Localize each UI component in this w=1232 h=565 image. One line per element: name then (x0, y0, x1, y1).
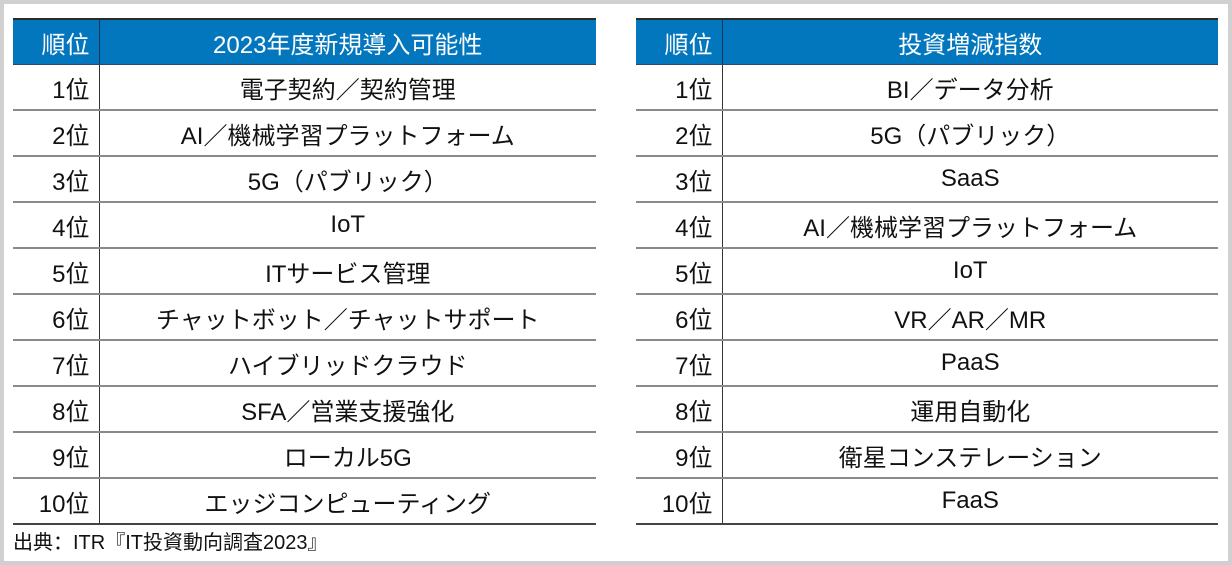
table-header-row: 順位 投資増減指数 (636, 19, 1218, 65)
table-row: 10位 エッジコンピューティング (13, 478, 596, 525)
category-header: 投資増減指数 (722, 19, 1218, 65)
table-row: 8位 運用自動化 (636, 386, 1218, 433)
category-cell: IoT (99, 202, 596, 249)
rank-cell: 9位 (13, 432, 100, 479)
rank-cell: 8位 (636, 386, 723, 433)
category-cell: 衛星コンステレーション (722, 432, 1218, 479)
table-row: 9位 衛星コンステレーション (636, 432, 1218, 479)
rank-cell: 2位 (13, 110, 100, 157)
category-cell: FaaS (722, 478, 1218, 525)
category-cell: BI／データ分析 (722, 64, 1218, 111)
category-cell: SaaS (722, 156, 1218, 203)
table-row: 10位 FaaS (636, 478, 1218, 525)
rank-cell: 1位 (636, 64, 723, 111)
rank-cell: 8位 (13, 386, 100, 433)
table-row: 7位 PaaS (636, 340, 1218, 387)
category-cell: IoT (722, 248, 1218, 295)
table-row: 6位 VR／AR／MR (636, 294, 1218, 341)
rank-cell: 9位 (636, 432, 723, 479)
rank-cell: 3位 (13, 156, 100, 203)
category-cell: 5G（パブリック） (722, 110, 1218, 157)
rank-header: 順位 (636, 19, 723, 65)
rank-cell: 5位 (636, 248, 723, 295)
category-cell: ローカル5G (99, 432, 596, 479)
category-header: 2023年度新規導入可能性 (99, 19, 596, 65)
table-row: 8位 SFA／営業支援強化 (13, 386, 596, 433)
source-note: 出典：ITR『IT投資動向調査2023』 (13, 532, 328, 554)
rank-cell: 4位 (13, 202, 100, 249)
table-row: 4位 AI／機械学習プラットフォーム (636, 202, 1218, 249)
category-cell: AI／機械学習プラットフォーム (99, 110, 596, 157)
rank-cell: 5位 (13, 248, 100, 295)
category-cell: VR／AR／MR (722, 294, 1218, 341)
table-header-row: 順位 2023年度新規導入可能性 (13, 19, 596, 65)
table-row: 4位 IoT (13, 202, 596, 249)
table-row: 5位 IoT (636, 248, 1218, 295)
category-cell: チャットボット／チャットサポート (99, 294, 596, 341)
category-cell: AI／機械学習プラットフォーム (722, 202, 1218, 249)
rank-cell: 6位 (13, 294, 100, 341)
category-cell: SFA／営業支援強化 (99, 386, 596, 433)
investment-index-ranking-table: 順位 投資増減指数 1位 BI／データ分析 2位 5G（パブリック） 3位 SaaS 4位 A… (636, 18, 1218, 525)
table-row: 3位 5G（パブリック） (13, 156, 596, 203)
category-cell: ハイブリッドクラウド (99, 340, 596, 387)
category-cell: 電子契約／契約管理 (99, 64, 596, 111)
table-row: 7位 ハイブリッドクラウド (13, 340, 596, 387)
rank-header: 順位 (13, 19, 100, 65)
category-cell: PaaS (722, 340, 1218, 387)
table-row: 9位 ローカル5G (13, 432, 596, 479)
rank-cell: 4位 (636, 202, 723, 249)
rank-cell: 6位 (636, 294, 723, 341)
rank-cell: 3位 (636, 156, 723, 203)
rank-cell: 7位 (13, 340, 100, 387)
rank-cell: 7位 (636, 340, 723, 387)
rank-cell: 10位 (13, 478, 100, 525)
table-row: 1位 電子契約／契約管理 (13, 64, 596, 111)
table-row: 3位 SaaS (636, 156, 1218, 203)
rank-cell: 2位 (636, 110, 723, 157)
table-row: 2位 AI／機械学習プラットフォーム (13, 110, 596, 157)
category-cell: 5G（パブリック） (99, 156, 596, 203)
new-adoption-ranking-table: 順位 2023年度新規導入可能性 1位 電子契約／契約管理 2位 AI／機械学習プラッ… (13, 18, 596, 525)
table-row: 2位 5G（パブリック） (636, 110, 1218, 157)
table-row: 5位 ITサービス管理 (13, 248, 596, 295)
category-cell: 運用自動化 (722, 386, 1218, 433)
rank-cell: 10位 (636, 478, 723, 525)
table-row: 1位 BI／データ分析 (636, 64, 1218, 111)
category-cell: エッジコンピューティング (99, 478, 596, 525)
category-cell: ITサービス管理 (99, 248, 596, 295)
table-row: 6位 チャットボット／チャットサポート (13, 294, 596, 341)
rank-cell: 1位 (13, 64, 100, 111)
